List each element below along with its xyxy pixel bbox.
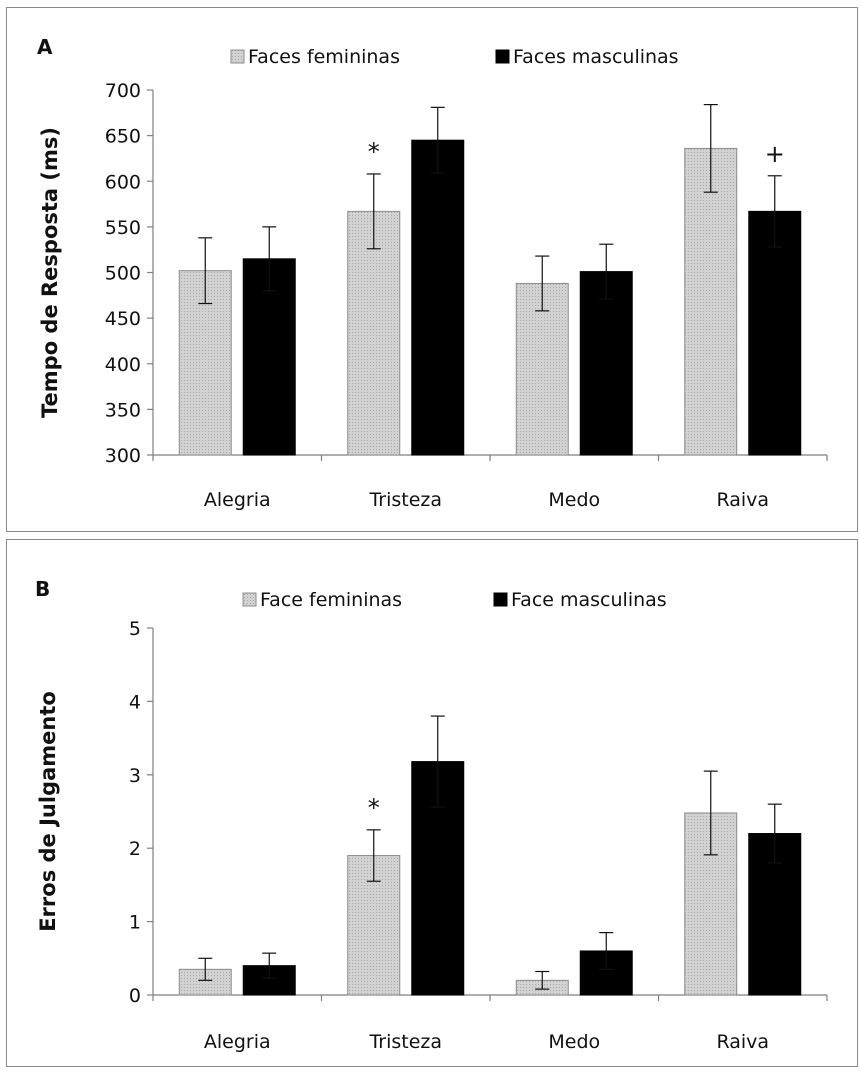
y-tick-label: 5 [129, 618, 141, 640]
legend-label: Faces femininas [248, 46, 400, 68]
significance-marker: * [368, 794, 380, 822]
y-tick-label: 500 [105, 263, 141, 285]
bar-feminine [347, 210, 401, 456]
x-category-label: Alegria [204, 489, 271, 511]
legend-label: Face femininas [260, 589, 402, 611]
y-tick-label: 450 [105, 308, 141, 330]
chart-b-svg: B Erros de Julgamento 0 1 2 3 4 5 Alegria Tristez… [35, 577, 828, 1053]
x-category-label: Tristeza [368, 1031, 442, 1053]
legend-swatch [495, 49, 510, 64]
bar-masculine [579, 950, 633, 996]
y-tick-label: 400 [105, 354, 141, 376]
legend-label: Face masculinas [511, 589, 667, 611]
bar-masculine [242, 258, 296, 456]
chart-a-svg: A Tempo de Resposta (ms) 300 350 400 450 500 55… [37, 35, 828, 511]
legend-swatch [230, 49, 245, 64]
chart-panel-a: A Tempo de Resposta (ms) 300 350 400 450 500 55… [6, 7, 858, 532]
bar-feminine [178, 270, 232, 456]
x-category-label: Medo [548, 1031, 600, 1053]
legend-swatch [493, 592, 508, 607]
y-tick-label: 0 [129, 985, 141, 1007]
legend-swatch [242, 592, 257, 607]
y-axis-title: Tempo de Resposta (ms) [38, 127, 62, 418]
x-category-label: Medo [548, 489, 600, 511]
y-tick-label: 550 [105, 217, 141, 239]
legend-label: Faces masculinas [513, 46, 679, 68]
panel-letter: A [37, 35, 53, 59]
y-tick-label: 4 [129, 691, 141, 713]
bar-masculine [411, 139, 465, 456]
significance-marker: + [765, 140, 785, 168]
panel-letter: B [35, 577, 50, 601]
y-tick-label: 600 [105, 171, 141, 193]
x-category-label: Tristeza [368, 489, 442, 511]
y-tick-label: 350 [105, 399, 141, 421]
x-category-label: Raiva [716, 489, 769, 511]
chart-panel-b: B Erros de Julgamento 0 1 2 3 4 5 Alegria Tristez… [6, 539, 858, 1067]
bar-feminine [178, 968, 232, 996]
y-axis-title: Erros de Julgamento [36, 691, 60, 932]
y-tick-label: 3 [129, 765, 141, 787]
significance-marker: * [368, 138, 380, 166]
bar-feminine [684, 147, 738, 456]
x-category-label: Alegria [204, 1031, 271, 1053]
y-tick-label: 700 [105, 80, 141, 102]
y-tick-label: 650 [105, 126, 141, 148]
y-tick-label: 2 [129, 838, 141, 860]
y-tick-label: 300 [105, 445, 141, 467]
bar-masculine [748, 210, 802, 456]
x-category-label: Raiva [716, 1031, 769, 1053]
bar-masculine [579, 271, 633, 456]
y-tick-label: 1 [129, 912, 141, 934]
